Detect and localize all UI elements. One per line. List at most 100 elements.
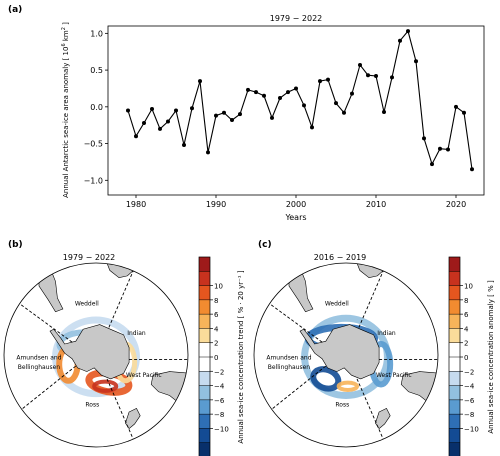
antarctica-landmass bbox=[299, 324, 380, 380]
data-point bbox=[246, 87, 250, 92]
colorbar-tick-label: 6 bbox=[214, 311, 219, 319]
x-tick-label: 1980 bbox=[126, 200, 146, 209]
x-tick-label: 2000 bbox=[286, 200, 306, 209]
colorbar-swatch bbox=[449, 399, 460, 415]
x-tick-label: 2020 bbox=[446, 200, 466, 209]
colorbar-c-label: Annual sea-ice concentration anomaly [ %… bbox=[487, 280, 495, 434]
colorbar-swatch bbox=[449, 385, 460, 401]
data-point bbox=[438, 146, 442, 151]
data-point bbox=[414, 59, 418, 64]
colorbar-tick-label: 8 bbox=[214, 297, 218, 305]
data-point bbox=[430, 162, 434, 167]
colorbar-swatch bbox=[449, 342, 460, 358]
colorbar-swatch bbox=[199, 357, 210, 372]
data-point bbox=[406, 29, 410, 34]
y-tick-label: 0.5 bbox=[90, 66, 103, 75]
panel-c-title: 2016 − 2019 bbox=[314, 253, 367, 262]
colorbar-swatch bbox=[199, 385, 210, 401]
colorbar-tick-label: 0 bbox=[464, 354, 468, 362]
data-point bbox=[254, 90, 258, 95]
region-label-west-pacific: West Pacific bbox=[376, 372, 412, 379]
data-point bbox=[286, 90, 290, 95]
panel-b-letter: (b) bbox=[8, 240, 23, 250]
ice-band-ross-darkblue bbox=[310, 366, 342, 392]
sector-boundary bbox=[108, 267, 136, 328]
colorbar-swatch bbox=[449, 328, 460, 344]
y-tick-label: −0.5 bbox=[84, 140, 103, 149]
colorbar-swatch bbox=[449, 314, 460, 329]
new-zealand-landmass bbox=[375, 408, 391, 430]
new-zealand-landmass bbox=[125, 408, 141, 430]
data-point bbox=[278, 96, 282, 101]
colorbar-swatch bbox=[449, 357, 460, 372]
sector-boundary bbox=[270, 304, 323, 343]
data-point bbox=[398, 38, 402, 43]
region-label-ross: Ross bbox=[335, 402, 349, 409]
data-point bbox=[134, 134, 138, 139]
colorbar-tick-label: 2 bbox=[214, 340, 218, 348]
colorbar-swatch bbox=[199, 314, 210, 329]
data-point bbox=[294, 86, 298, 91]
colorbar-swatch bbox=[199, 342, 210, 358]
colorbar-swatch bbox=[199, 414, 210, 429]
region-label-indian: Indian bbox=[377, 330, 396, 337]
colorbar-tick-label: 6 bbox=[464, 311, 469, 319]
data-point bbox=[470, 167, 474, 172]
colorbar-anomaly: 10 8 6 4 2 0 −2 −4 −6 −8 −10 bbox=[448, 256, 479, 456]
data-point bbox=[182, 143, 186, 148]
data-point bbox=[358, 62, 362, 67]
antarctic-map-anomaly: Weddell Indian Amundsen and Bellinghausen We… bbox=[253, 262, 439, 448]
colorbar-swatch bbox=[199, 299, 210, 315]
data-point bbox=[374, 73, 378, 78]
panel-a-title: 1979 − 2022 bbox=[270, 14, 323, 23]
region-label-amundsen: Amundsen and bbox=[16, 355, 61, 362]
data-point bbox=[342, 110, 346, 115]
antarctica-landmass bbox=[49, 324, 130, 380]
map-content bbox=[4, 263, 188, 447]
region-label-ross: Ross bbox=[85, 402, 99, 409]
sector-boundary bbox=[20, 365, 77, 411]
region-label-amundsen: Amundsen and bbox=[266, 355, 311, 362]
colorbar-tick-label: −8 bbox=[464, 411, 474, 419]
data-point bbox=[166, 119, 170, 124]
colorbar-tick-label: 4 bbox=[464, 325, 469, 333]
colorbar-swatch bbox=[199, 271, 210, 286]
region-label-indian: Indian bbox=[127, 330, 146, 337]
map-content bbox=[254, 263, 438, 447]
region-label-weddell: Weddell bbox=[325, 300, 349, 307]
data-point bbox=[310, 125, 314, 130]
colorbar-tick-label: 10 bbox=[214, 283, 223, 291]
line-chart: 1980 1990 2000 2010 2020 −1.0 −0.5 0.0 0.5 1.0 bbox=[84, 25, 485, 209]
sector-boundary bbox=[20, 304, 73, 343]
colorbar-tick-label: −2 bbox=[214, 368, 224, 376]
panel-a-letter: (a) bbox=[8, 5, 22, 15]
data-point bbox=[454, 104, 458, 109]
colorbar-swatch bbox=[199, 285, 210, 301]
colorbar-swatch bbox=[449, 257, 460, 272]
data-point bbox=[462, 110, 466, 115]
x-tick-label: 1990 bbox=[206, 200, 226, 209]
plot-frame bbox=[107, 25, 485, 196]
colorbar-tick-label: 4 bbox=[214, 325, 219, 333]
colorbar-swatch bbox=[449, 285, 460, 301]
colorbar-swatch bbox=[449, 442, 460, 456]
data-point bbox=[214, 113, 218, 118]
panel-b-title: 1979 − 2022 bbox=[63, 253, 116, 262]
data-point bbox=[206, 150, 210, 155]
data-point bbox=[366, 73, 370, 78]
colorbar-swatch bbox=[199, 428, 210, 444]
x-axis-label: Years bbox=[284, 213, 306, 222]
data-point bbox=[158, 126, 162, 131]
colorbar-tick-label: 0 bbox=[214, 354, 218, 362]
region-label-west-pacific: West Pacific bbox=[126, 372, 162, 379]
colorbar-tick-label: 2 bbox=[464, 340, 468, 348]
colorbar-swatch bbox=[199, 442, 210, 456]
data-point bbox=[350, 91, 354, 96]
sector-boundary bbox=[358, 267, 386, 328]
colorbar-swatch bbox=[449, 371, 460, 386]
sector-boundary bbox=[106, 378, 136, 443]
colorbar-b-label: Annual sea-ice concentration trend [ % ·… bbox=[237, 270, 245, 443]
x-tick-label: 2010 bbox=[366, 200, 386, 209]
data-point bbox=[334, 101, 338, 106]
data-point bbox=[326, 77, 330, 82]
